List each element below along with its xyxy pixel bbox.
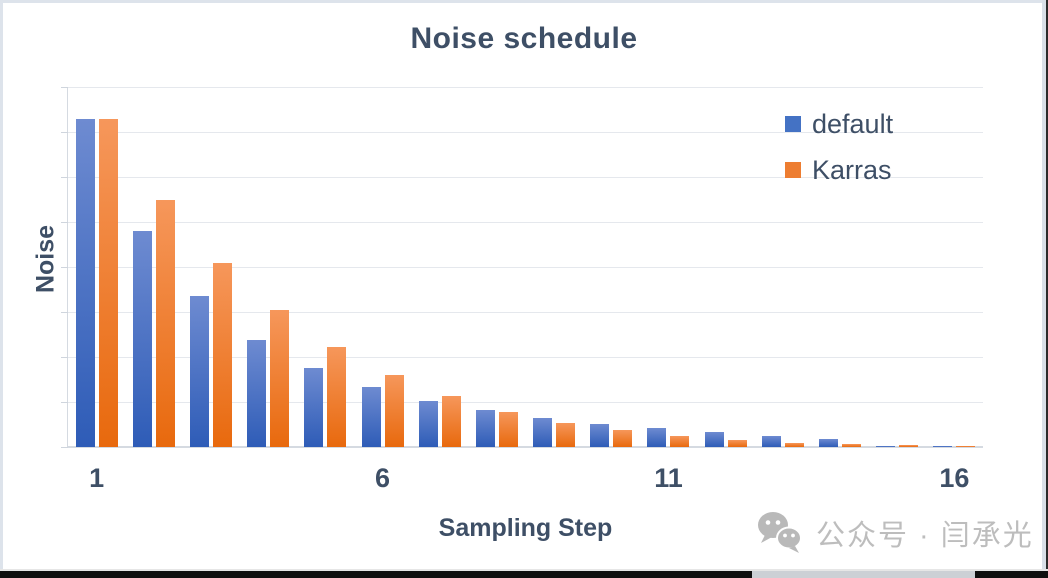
y-axis-tick	[61, 312, 68, 313]
y-axis-tick	[61, 132, 68, 133]
bar-Karras-step-7	[441, 396, 461, 447]
bottom-bar-thumb	[752, 571, 975, 578]
y-axis-tick	[61, 402, 68, 403]
watermark: 公众号 · 闫承光	[756, 510, 1034, 556]
bar-Karras-step-2	[155, 199, 175, 447]
legend-item-karras: Karras	[785, 152, 893, 188]
bar-default-step-9	[533, 418, 553, 447]
bar-default-step-13	[761, 435, 781, 447]
bar-default-step-4	[247, 340, 267, 447]
bar-Karras-step-16	[956, 446, 976, 447]
y-axis-tick	[61, 267, 68, 268]
y-axis-tick	[61, 87, 68, 88]
bottom-hairline	[0, 569, 1048, 571]
bar-default-step-3	[189, 296, 209, 447]
bar-Karras-step-4	[270, 309, 290, 447]
window-border-left	[0, 0, 3, 578]
gridline	[68, 177, 983, 178]
x-tick-label-11: 11	[654, 463, 683, 493]
legend-label-default: default	[812, 108, 894, 139]
bar-Karras-step-14	[842, 443, 862, 447]
x-axis-title: Sampling Step	[438, 514, 613, 542]
watermark-text: 公众号 · 闫承光	[816, 520, 1034, 552]
bar-Karras-step-3	[212, 262, 232, 447]
gridline	[68, 312, 983, 313]
bar-Karras-step-12	[727, 439, 747, 447]
window-border-right-edge	[1046, 0, 1048, 578]
bar-default-step-16	[933, 446, 953, 447]
legend-label-karras: Karras	[812, 154, 892, 185]
x-tick-label-1: 1	[89, 463, 105, 493]
y-axis-tick	[61, 447, 68, 448]
bar-default-step-2	[132, 231, 152, 447]
wechat-icon	[758, 512, 802, 553]
bar-Karras-step-15	[899, 444, 919, 447]
legend: default Karras	[785, 106, 893, 198]
bar-default-step-8	[475, 409, 495, 447]
legend-swatch-default	[785, 116, 801, 132]
bar-Karras-step-6	[384, 375, 404, 447]
bar-default-step-6	[361, 387, 381, 447]
bar-Karras-step-11	[670, 436, 690, 447]
bar-default-step-11	[647, 427, 667, 447]
x-tick-label-16: 16	[939, 463, 970, 493]
bar-Karras-step-13	[784, 442, 804, 447]
gridline	[68, 132, 983, 133]
gridline	[68, 402, 983, 403]
bar-Karras-step-5	[327, 346, 347, 447]
x-tick-label-6: 6	[375, 463, 391, 493]
gridline	[68, 222, 983, 223]
bar-default-step-14	[819, 438, 839, 447]
plot-area	[61, 87, 983, 448]
bottom-bar	[0, 571, 1048, 578]
x-axis-line	[67, 446, 983, 448]
gridline	[68, 87, 983, 88]
chart-title: Noise schedule	[410, 22, 638, 55]
legend-item-default: default	[785, 106, 893, 142]
gridline	[68, 267, 983, 268]
bar-default-step-12	[704, 432, 724, 447]
bar-default-step-10	[590, 424, 610, 447]
bar-default-step-5	[304, 368, 324, 447]
gridline	[68, 357, 983, 358]
bar-Karras-step-9	[556, 422, 576, 447]
y-axis-tick	[61, 177, 68, 178]
bar-default-step-15	[876, 445, 896, 447]
bar-Karras-step-10	[613, 430, 633, 447]
window-border-top	[0, 0, 1048, 3]
bar-Karras-step-8	[498, 412, 518, 447]
bar-Karras-step-1	[98, 118, 118, 447]
bar-default-step-7	[418, 400, 438, 447]
window-border-right	[1042, 0, 1046, 578]
y-axis-tick	[61, 222, 68, 223]
y-axis-title: Noise	[31, 224, 60, 294]
y-axis-tick	[61, 357, 68, 358]
legend-swatch-karras	[785, 162, 801, 178]
bar-default-step-1	[75, 118, 95, 447]
